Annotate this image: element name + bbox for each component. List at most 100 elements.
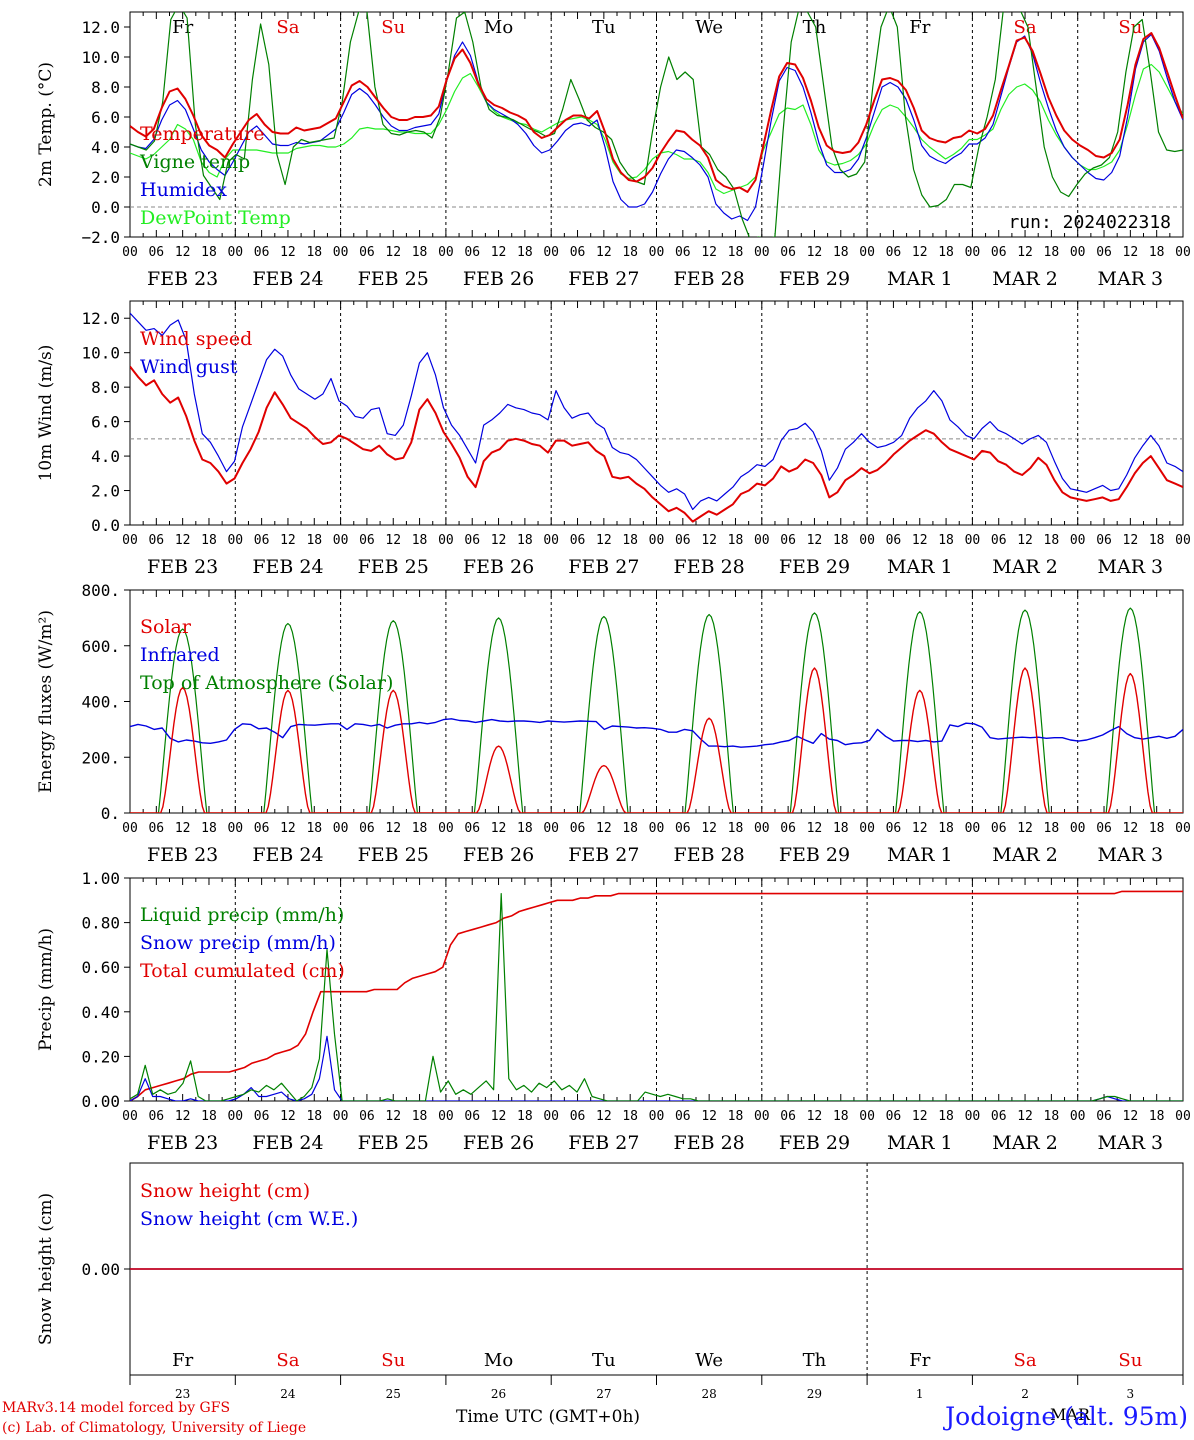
hour-tick-label: 12 [1017,245,1033,260]
y-axis-label: Energy fluxes (W/m²) [36,610,56,793]
hour-tick-label: 12 [912,533,928,548]
hour-tick-label: 12 [491,821,507,836]
legend-entry: Liquid precip (mm/h) [140,904,344,926]
weekday-label: Sa [1014,17,1037,38]
hour-tick-label: 18 [1044,533,1060,548]
hour-tick-label: 00 [333,245,349,260]
hour-tick-label: 18 [1149,821,1165,836]
weekday-label: Fr [172,17,193,38]
hour-tick-label: 00 [227,1109,243,1124]
hour-tick-label: 18 [622,533,638,548]
month-label: MAR [1050,1405,1090,1424]
legend-entry: Wind speed [140,328,252,350]
hour-tick-label: 00 [333,1109,349,1124]
hour-tick-label: 06 [570,533,586,548]
hour-tick-label: 00 [754,1109,770,1124]
hour-tick-label: 18 [201,245,217,260]
hour-tick-label: 18 [833,533,849,548]
series-line-solar [130,667,1183,813]
hour-tick-label: 12 [385,533,401,548]
hour-tick-label: 06 [464,821,480,836]
hour-tick-label: 12 [491,1109,507,1124]
weekday-label: Su [381,17,405,38]
hour-tick-label: 06 [1096,821,1112,836]
hour-tick-label: 06 [464,1109,480,1124]
hour-tick-label: 06 [570,821,586,836]
date-label: MAR 2 [992,844,1058,866]
hour-tick-label: 06 [886,533,902,548]
date-label: FEB 25 [358,268,429,290]
hour-tick-label: 00 [333,821,349,836]
hour-tick-label: 12 [1123,1109,1139,1124]
hour-tick-label: 12 [280,1109,296,1124]
hour-tick-label: 12 [596,533,612,548]
hour-tick-label: 06 [359,1109,375,1124]
hour-tick-label: 06 [675,1109,691,1124]
hour-tick-label: 06 [254,533,270,548]
hour-tick-label: 00 [227,245,243,260]
y-tick-label: 0. [101,804,120,823]
date-label: FEB 27 [568,556,639,578]
hour-tick-label: 06 [464,245,480,260]
hour-tick-label: 18 [728,821,744,836]
hour-tick-label: 12 [596,1109,612,1124]
panel-frame-temperature [129,11,1184,238]
hour-tick-label: 00 [1175,821,1191,836]
hour-tick-label: 12 [1017,1109,1033,1124]
hour-tick-label: 18 [938,533,954,548]
hour-tick-label: 00 [1070,1109,1086,1124]
series-line-infrared [130,718,1183,748]
hour-tick-label: 06 [675,821,691,836]
weekday-label: Th [803,1350,827,1371]
y-tick-label: 1.00 [81,869,120,888]
weekday-label: Sa [1014,1350,1037,1371]
date-label: FEB 23 [147,268,218,290]
x-axis-label: Time UTC (GMT+0h) [456,1407,641,1427]
hour-tick-label: 06 [780,245,796,260]
hour-tick-label: 06 [254,821,270,836]
hour-tick-label: 00 [438,245,454,260]
hour-tick-label: 18 [306,245,322,260]
date-label: FEB 24 [252,556,323,578]
legend-entry: Total cumulated (cm) [140,960,345,982]
weekday-label: Mo [484,1350,513,1371]
hour-tick-label: 12 [175,1109,191,1124]
hour-tick-label: 12 [280,533,296,548]
hour-tick-label: 12 [385,821,401,836]
hour-tick-label: 06 [254,1109,270,1124]
date-label: FEB 26 [463,844,534,866]
hour-tick-label: 18 [306,1109,322,1124]
weekday-label: Fr [172,1350,193,1371]
lab-credit-line: (c) Lab. of Climatology, University of L… [2,1420,307,1436]
y-tick-label: 8.0 [91,378,120,397]
series-line-total-cumulated-cm- [130,890,1183,1101]
hour-tick-label: 12 [807,533,823,548]
day-number-label: 24 [280,1387,296,1401]
hour-tick-label: 12 [701,1109,717,1124]
hour-tick-label: 06 [359,533,375,548]
weekday-label: Fr [909,1350,930,1371]
legend-entry: Wind gust [140,356,238,378]
y-tick-label: 8.0 [91,78,120,97]
date-label: MAR 3 [1098,556,1164,578]
day-number-label: 1 [916,1387,924,1401]
hour-tick-label: 06 [1096,533,1112,548]
day-number-label: 2 [1021,1387,1029,1401]
series-line-wind-gust [130,312,1183,511]
legend-entry: Infrared [140,644,220,666]
hour-tick-label: 00 [122,245,138,260]
legend-entry: Humidex [140,179,227,201]
y-tick-label: 10.0 [81,48,120,67]
weekday-label: Fr [909,17,930,38]
y-axis-label: 2m Temp. (°C) [36,62,56,187]
y-tick-label: −2.0 [81,228,120,247]
hour-tick-label: 06 [886,821,902,836]
y-tick-label: 12.0 [81,18,120,37]
hour-tick-label: 06 [148,1109,164,1124]
y-tick-label: 0.20 [81,1047,120,1066]
hour-tick-label: 18 [833,245,849,260]
weekday-label: Tu [592,1350,616,1371]
hour-tick-label: 18 [622,1109,638,1124]
date-label: FEB 25 [358,556,429,578]
